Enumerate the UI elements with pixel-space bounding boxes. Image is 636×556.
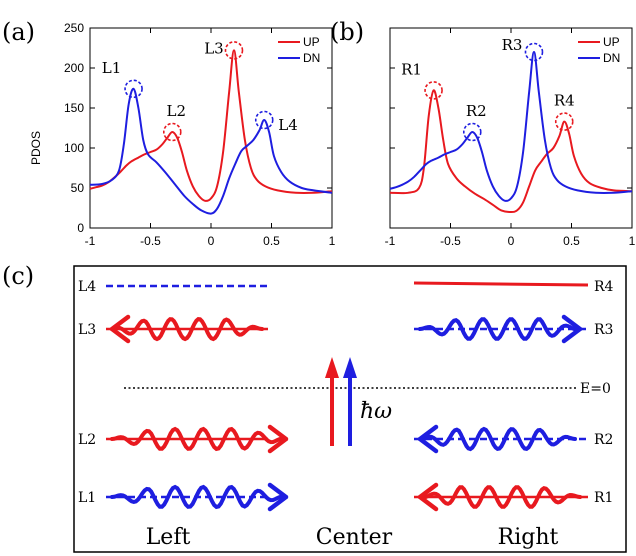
peak-label-r2: R2 xyxy=(466,102,487,120)
peak-label-l4: L4 xyxy=(278,116,298,134)
panel-b-legend: UP DN xyxy=(578,35,620,65)
panel-c-diagram: (c) L4 L3 L2 L1 R4 R3 R2 R1 E=0 ħω Left xyxy=(2,262,627,553)
panel-b-label: (b) xyxy=(330,18,364,46)
excitation-arrowhead-up xyxy=(325,357,339,378)
peak-marker-r3 xyxy=(524,42,544,62)
photon-wave-r1-head xyxy=(417,482,439,512)
level-label-l1: L1 xyxy=(78,490,96,506)
level-label-r1: R1 xyxy=(594,490,613,506)
x-tick-label: 0.5 xyxy=(263,234,280,248)
peak-marker-r2 xyxy=(462,122,482,142)
peak-marker-r4 xyxy=(554,112,574,131)
series-line-dn xyxy=(89,87,333,215)
level-line-r4 xyxy=(413,281,589,287)
bottom-label-right: Right xyxy=(498,525,559,550)
peak-label-l3: L3 xyxy=(204,39,224,57)
legend-label-dn: DN xyxy=(603,51,620,65)
x-tick-label: 1 xyxy=(629,234,636,248)
photon-wave-l1 xyxy=(110,484,288,510)
peak-label-r3: R3 xyxy=(502,36,523,54)
photon-wave-l1-head xyxy=(267,482,289,512)
x-tick-label: 0.5 xyxy=(563,234,580,248)
photon-wave-l3-head xyxy=(109,314,131,344)
x-tick-label: -1 xyxy=(85,234,96,248)
photon-wave-l3 xyxy=(110,317,264,342)
x-tick-label: 1 xyxy=(329,234,336,248)
peak-marker-r1 xyxy=(424,81,443,100)
x-tick-label: -0.5 xyxy=(140,234,161,248)
diagram-frame xyxy=(73,265,627,553)
panel-a-chart: (a) PDOS -1 -0.5 0 0.5 1 0 50 100 150 200 250 L1 L2… xyxy=(2,18,336,248)
level-label-l4: L4 xyxy=(78,279,96,295)
peak-label-r4: R4 xyxy=(554,92,575,110)
y-tick-label: 150 xyxy=(64,101,84,115)
y-tick-label: 0 xyxy=(77,221,84,235)
level-label-r3: R3 xyxy=(594,322,613,338)
y-tick-label: 250 xyxy=(64,21,84,35)
photon-wave-l2 xyxy=(110,426,288,452)
level-label-r2: R2 xyxy=(594,432,613,448)
excitation-arrowhead-dn xyxy=(343,357,357,378)
photon-wave-r1 xyxy=(418,485,582,509)
peak-label-l1: L1 xyxy=(102,59,122,77)
level-label-l3: L3 xyxy=(78,322,96,338)
peak-label-l2: L2 xyxy=(167,102,187,120)
photon-wave-r2 xyxy=(418,426,577,452)
x-tick-label: 0 xyxy=(508,234,515,248)
y-tick-label: 200 xyxy=(64,61,84,75)
series-line-dn xyxy=(389,50,633,202)
x-tick-label: -1 xyxy=(385,234,396,248)
panel-a-label: (a) xyxy=(2,18,35,46)
photon-wave-r3-head xyxy=(561,314,583,344)
x-tick-label: -0.5 xyxy=(440,234,461,248)
legend-label-dn: DN xyxy=(303,51,320,65)
fermi-level-label: E=0 xyxy=(580,381,611,397)
peak-marker-l1 xyxy=(124,79,143,99)
legend-label-up: UP xyxy=(603,35,620,49)
photon-wave-r2-head xyxy=(417,424,439,454)
x-tick-label: 0 xyxy=(208,234,215,248)
legend-label-up: UP xyxy=(303,35,320,49)
level-label-l2: L2 xyxy=(78,432,96,448)
panel-c-label: (c) xyxy=(2,262,34,290)
photon-wave-l2-head xyxy=(267,424,289,454)
panel-b-chart: (b) -1 -0.5 0 0.5 1 R1 R2 R3 R4 UP DN xyxy=(330,18,636,248)
series-line-up xyxy=(389,89,633,214)
panel-a-ylabel: PDOS xyxy=(29,131,43,165)
series-line-up xyxy=(89,49,333,202)
level-label-r4: R4 xyxy=(594,279,614,295)
peak-marker-l3 xyxy=(224,41,244,60)
panel-a-legend: UP DN xyxy=(278,35,320,65)
peak-marker-l4 xyxy=(254,110,274,130)
photon-wave-r3 xyxy=(418,317,582,341)
peak-marker-l2 xyxy=(162,122,182,142)
y-tick-label: 50 xyxy=(71,181,85,195)
photon-energy-label: ħω xyxy=(360,399,392,424)
bottom-label-center: Center xyxy=(316,525,393,550)
bottom-label-left: Left xyxy=(146,525,191,550)
y-tick-label: 100 xyxy=(64,141,84,155)
peak-label-r1: R1 xyxy=(401,60,422,78)
